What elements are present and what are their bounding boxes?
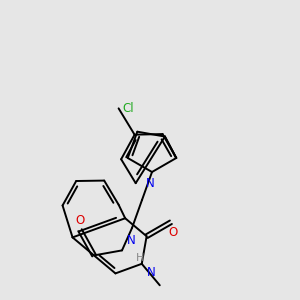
Text: O: O bbox=[168, 226, 178, 239]
Text: O: O bbox=[75, 214, 85, 227]
Text: N: N bbox=[146, 177, 154, 190]
Text: Cl: Cl bbox=[123, 102, 134, 115]
Text: N: N bbox=[127, 234, 136, 248]
Text: N: N bbox=[147, 266, 155, 279]
Text: H: H bbox=[136, 254, 144, 263]
